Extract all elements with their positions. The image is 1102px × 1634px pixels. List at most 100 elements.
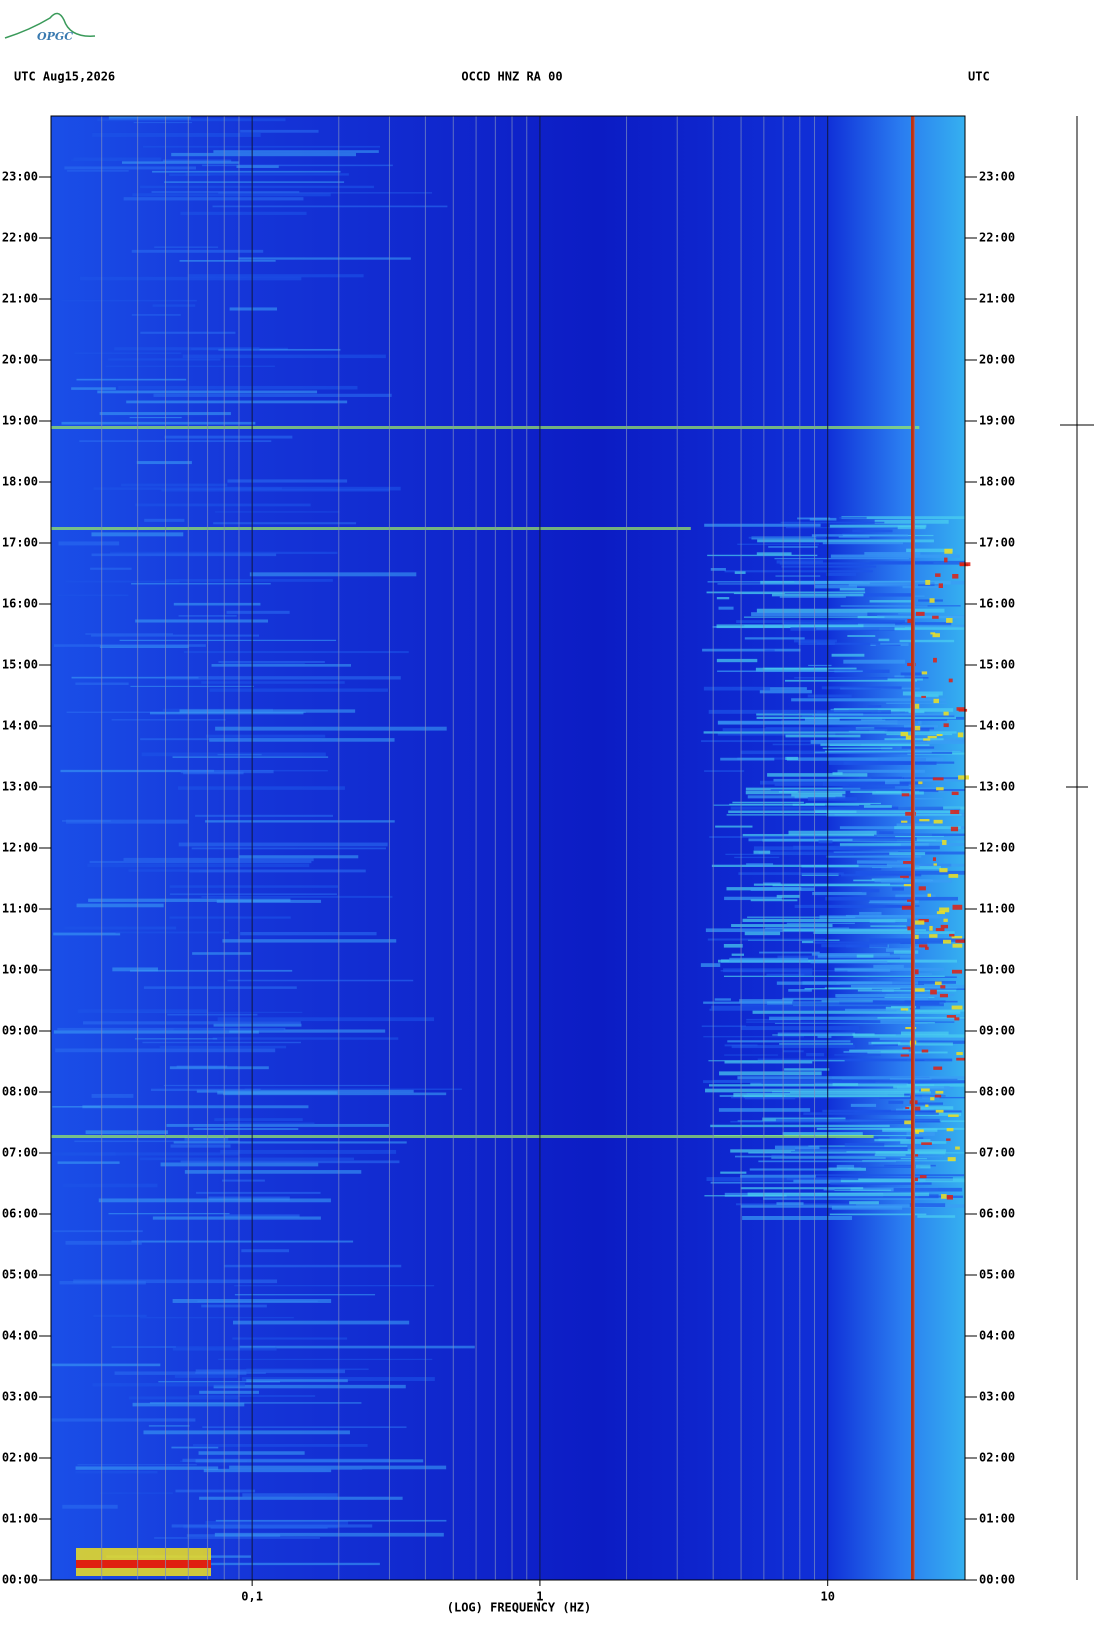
x-tick-label: 1 xyxy=(536,1590,543,1604)
streak xyxy=(202,164,393,167)
hot-spot xyxy=(913,1106,921,1111)
hot-spot xyxy=(925,1104,929,1107)
hot-spot xyxy=(934,981,942,985)
streak xyxy=(805,802,881,805)
streak xyxy=(894,826,961,830)
y-tick-label-left: 09:00 xyxy=(2,1024,38,1038)
hot-spot xyxy=(935,573,941,577)
streak xyxy=(847,635,876,637)
streak xyxy=(844,1143,885,1147)
streak xyxy=(154,1537,320,1539)
streak xyxy=(802,981,919,985)
hot-spot xyxy=(905,1106,910,1110)
streak xyxy=(706,591,866,594)
hot-spot xyxy=(914,1154,919,1157)
streak xyxy=(776,894,800,898)
streak xyxy=(52,1105,101,1108)
streak xyxy=(840,1178,965,1183)
hot-spot xyxy=(933,657,937,663)
streak xyxy=(732,801,804,804)
streak xyxy=(61,299,197,302)
streak xyxy=(750,1082,909,1086)
streak xyxy=(74,1140,240,1143)
streak xyxy=(57,1027,286,1031)
streak xyxy=(184,1137,229,1141)
x-tick-label: 0,1 xyxy=(241,1590,263,1604)
streak xyxy=(763,1197,946,1200)
hot-spot xyxy=(936,911,945,915)
streak xyxy=(149,1402,362,1404)
streak xyxy=(173,1028,284,1031)
streak xyxy=(831,653,865,657)
streak xyxy=(193,1128,299,1130)
streak xyxy=(218,348,341,351)
streak xyxy=(829,1213,927,1216)
streak xyxy=(152,304,196,307)
streak xyxy=(73,157,162,161)
hot-spot xyxy=(907,619,911,623)
streak xyxy=(759,951,820,954)
hot-spot xyxy=(901,793,910,797)
streak xyxy=(822,782,909,787)
streak xyxy=(213,150,379,153)
streak xyxy=(714,998,731,1001)
streak xyxy=(97,118,286,122)
streak xyxy=(856,954,874,958)
streak xyxy=(61,1152,239,1156)
streak xyxy=(737,543,819,545)
streak xyxy=(822,542,904,545)
streak xyxy=(85,633,173,635)
streak xyxy=(53,644,206,647)
hot-spot xyxy=(915,611,925,616)
streak xyxy=(71,387,116,390)
y-tick-label-right: 04:00 xyxy=(979,1329,1015,1343)
streak xyxy=(64,926,177,930)
streak xyxy=(134,1038,218,1040)
streak xyxy=(833,851,899,853)
streak xyxy=(76,378,187,381)
hot-spot xyxy=(900,731,909,737)
streak xyxy=(723,968,813,973)
streak xyxy=(806,1053,825,1057)
streak xyxy=(99,1492,173,1494)
streak xyxy=(218,192,433,194)
streak xyxy=(884,1164,936,1167)
streak xyxy=(726,814,962,816)
hot-spot xyxy=(951,969,963,974)
streak xyxy=(863,805,892,808)
hot-spot xyxy=(907,926,911,931)
y-tick-label-left: 22:00 xyxy=(2,231,38,245)
streak xyxy=(704,523,821,527)
streak xyxy=(746,1021,955,1023)
hot-spot xyxy=(904,1120,915,1125)
streak xyxy=(889,852,926,856)
streak xyxy=(171,1446,219,1449)
streak xyxy=(152,1216,321,1220)
streak xyxy=(91,634,260,637)
y-tick-label-right: 11:00 xyxy=(979,902,1015,916)
streak xyxy=(893,1187,963,1192)
streak xyxy=(51,1418,196,1422)
streak xyxy=(139,1157,355,1161)
streak xyxy=(53,1030,259,1034)
streak xyxy=(218,1358,433,1360)
streak xyxy=(76,903,164,908)
hot-spot xyxy=(921,1142,932,1145)
hot-spot xyxy=(939,868,948,873)
streak xyxy=(77,1464,197,1466)
streak xyxy=(57,1161,120,1164)
streak xyxy=(123,857,314,862)
hot-spot xyxy=(929,925,933,931)
streak xyxy=(768,546,818,548)
y-tick-label-left: 02:00 xyxy=(2,1451,38,1465)
streak xyxy=(850,1103,877,1107)
streak xyxy=(202,1426,407,1429)
streak xyxy=(840,873,922,877)
streak xyxy=(786,1194,939,1199)
streak xyxy=(901,746,935,749)
streak xyxy=(51,527,691,530)
streak xyxy=(165,579,333,582)
streak xyxy=(65,580,180,583)
streak xyxy=(812,713,955,717)
streak xyxy=(121,483,228,487)
